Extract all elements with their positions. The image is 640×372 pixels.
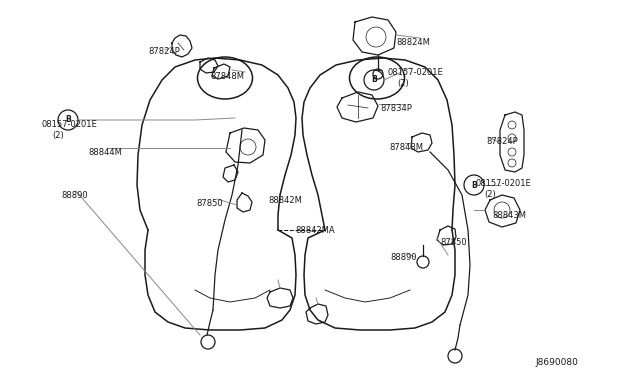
Text: 88844M: 88844M xyxy=(88,148,122,157)
Text: 88890: 88890 xyxy=(61,191,88,200)
Text: 08157-0201E: 08157-0201E xyxy=(475,179,531,188)
Text: (2): (2) xyxy=(484,190,496,199)
Text: 87824P: 87824P xyxy=(148,47,180,56)
Text: (2): (2) xyxy=(52,131,64,140)
Text: 08157-0201E: 08157-0201E xyxy=(388,68,444,77)
Text: J8690080: J8690080 xyxy=(535,358,578,367)
Text: 87850: 87850 xyxy=(196,199,223,208)
Text: 87848M: 87848M xyxy=(389,143,423,152)
Text: B: B xyxy=(65,115,71,125)
Text: 87850: 87850 xyxy=(440,238,467,247)
Text: 87824P: 87824P xyxy=(486,137,518,146)
Text: 08157-0201E: 08157-0201E xyxy=(42,120,98,129)
Text: 88842MA: 88842MA xyxy=(295,226,335,235)
Text: 88842M: 88842M xyxy=(268,196,302,205)
Text: (2): (2) xyxy=(397,79,409,88)
Text: 87834P: 87834P xyxy=(380,104,412,113)
Text: 88890: 88890 xyxy=(390,253,417,262)
Text: B: B xyxy=(471,180,477,189)
Text: B: B xyxy=(371,76,377,84)
Text: 88843M: 88843M xyxy=(492,211,526,220)
Text: 87848M: 87848M xyxy=(210,72,244,81)
Text: 88824M: 88824M xyxy=(396,38,430,47)
